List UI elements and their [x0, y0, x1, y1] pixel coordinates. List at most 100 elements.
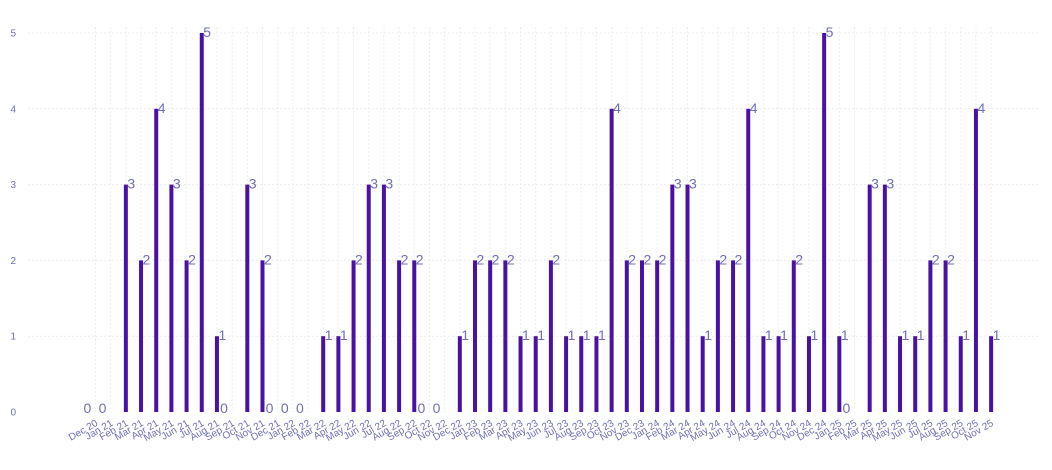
data-label: 2: [401, 251, 409, 267]
data-label: 1: [537, 327, 545, 343]
bar-may-21: [169, 184, 174, 412]
bar-jul-21: [199, 33, 204, 412]
data-label: 3: [871, 176, 879, 192]
bar-feb-24: [670, 184, 675, 412]
bar-feb-23: [488, 260, 493, 412]
data-label: 4: [158, 100, 166, 116]
bar-jan-24: [655, 260, 660, 412]
bar-jun-22: [366, 184, 371, 412]
y-tick-label: 3: [10, 180, 16, 191]
y-tick-label: 0: [10, 408, 16, 419]
data-label: 3: [249, 176, 257, 192]
data-label: 0: [84, 400, 92, 416]
data-label: 2: [932, 251, 940, 267]
bar-jul-25: [928, 260, 933, 412]
data-label: 4: [977, 100, 985, 116]
data-label: 0: [99, 400, 107, 416]
y-tick-label: 5: [10, 29, 16, 40]
data-label: 2: [947, 251, 955, 267]
data-label: 0: [220, 400, 228, 416]
bar-aug-24: [761, 336, 766, 412]
y-tick-label: 1: [10, 332, 16, 343]
bar-mar-22: [321, 336, 326, 412]
data-label: 0: [266, 400, 274, 416]
bar-jun-24: [731, 260, 736, 412]
bar-sep-24: [776, 336, 781, 412]
bar-aug-23: [579, 336, 584, 412]
bar-nov-23: [624, 260, 629, 412]
data-label: 3: [385, 176, 393, 192]
data-label: 1: [810, 327, 818, 343]
bar-jan-23: [473, 260, 477, 412]
data-label: 0: [281, 400, 289, 416]
data-label: 2: [659, 251, 667, 267]
data-label: 4: [613, 100, 621, 116]
bar-sep-25: [958, 336, 963, 412]
bar-apr-24: [700, 336, 705, 412]
bar-oct-21: [245, 184, 250, 412]
bar-may-23: [533, 336, 538, 412]
data-label: 1: [704, 327, 712, 343]
bar-may-22: [351, 260, 356, 412]
data-label: 2: [416, 251, 424, 267]
data-label: 0: [296, 400, 304, 416]
data-label: 1: [568, 327, 576, 343]
y-tick-label: 2: [10, 256, 16, 267]
data-label: 3: [674, 176, 682, 192]
bar-dec-23: [639, 260, 644, 412]
bar-apr-22: [336, 336, 341, 412]
data-label: 1: [340, 327, 348, 343]
bar-jun-21: [184, 260, 189, 412]
bar-dec-24: [822, 33, 827, 412]
data-label: 1: [583, 327, 591, 343]
data-label: 2: [477, 251, 485, 267]
data-label: 2: [264, 251, 272, 267]
bar-apr-23: [518, 336, 523, 412]
bar-may-25: [898, 336, 903, 412]
data-label: 2: [628, 251, 636, 267]
data-label: 5: [203, 24, 211, 40]
data-label: 2: [355, 251, 363, 267]
bar-mar-21: [139, 260, 144, 412]
bar-jul-23: [564, 336, 569, 412]
bar-apr-21: [154, 108, 159, 413]
data-label: 2: [795, 251, 803, 267]
bar-feb-21: [123, 184, 128, 412]
data-label: 2: [188, 251, 196, 267]
data-label: 2: [143, 251, 151, 267]
data-label: 2: [507, 251, 515, 267]
bar-aug-22: [397, 260, 402, 412]
bars: [123, 33, 994, 413]
data-label: 1: [902, 327, 910, 343]
bar-jan-25: [837, 336, 842, 412]
data-label: 0: [843, 400, 851, 416]
data-label: 2: [643, 251, 651, 267]
y-axis-ticks: 0 1 2 3 4 5: [10, 29, 16, 419]
data-label: 3: [886, 176, 894, 192]
bar-oct-25: [973, 108, 978, 413]
bar-nov-21: [260, 260, 265, 412]
data-label: 1: [993, 327, 1001, 343]
bar-oct-24: [791, 260, 796, 412]
data-label: 0: [417, 400, 425, 416]
data-label: 2: [492, 251, 500, 267]
bar-nov-25: [989, 336, 994, 412]
data-label: 4: [750, 100, 758, 116]
data-label: 1: [841, 327, 849, 343]
data-label: 1: [780, 327, 788, 343]
data-label: 1: [522, 327, 530, 343]
data-label: 2: [719, 251, 727, 267]
data-label: 1: [218, 327, 226, 343]
bar-mar-24: [685, 184, 690, 412]
bar-dec-22: [457, 336, 462, 412]
bar-jun-23: [548, 260, 553, 412]
data-label: 1: [461, 327, 469, 343]
data-label: 1: [765, 327, 773, 343]
bar-nov-24: [806, 336, 811, 412]
bar-aug-21: [214, 336, 219, 412]
data-label: 1: [917, 327, 925, 343]
data-label: 3: [127, 176, 135, 192]
